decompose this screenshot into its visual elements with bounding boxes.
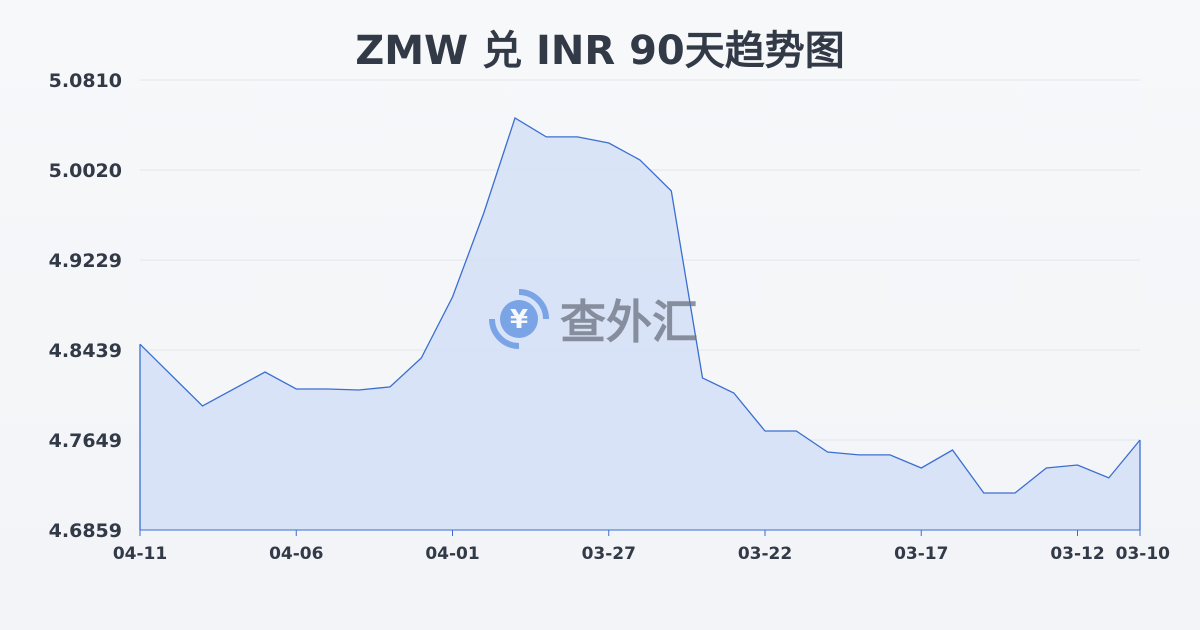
x-tick-label: 04-06 xyxy=(269,544,323,564)
chart-title: ZMW 兑 INR 90天趋势图 xyxy=(355,28,845,74)
x-tick-label: 03-12 xyxy=(1050,544,1104,564)
x-tick-label: 03-10 xyxy=(1116,544,1171,564)
y-tick-label: 4.8439 xyxy=(49,340,122,362)
y-tick-label: 4.6859 xyxy=(49,520,122,542)
watermark: ¥ 查外汇 xyxy=(488,286,698,352)
x-tick-label: 03-27 xyxy=(582,544,636,564)
x-tick-label: 04-11 xyxy=(113,544,167,564)
y-tick-label: 4.9229 xyxy=(49,250,122,272)
watermark-text: 查外汇 xyxy=(560,295,698,349)
y-tick-label: 5.0020 xyxy=(49,160,122,182)
y-tick-label: 5.0810 xyxy=(49,70,122,92)
y-tick-label: 4.7649 xyxy=(49,430,122,452)
yen-exchange-icon: ¥ xyxy=(489,289,549,349)
area-fill xyxy=(140,118,1140,530)
x-tick-label: 03-17 xyxy=(894,544,948,564)
series-line xyxy=(139,117,1141,494)
x-tick-label: 04-01 xyxy=(425,544,479,564)
x-tick-label: 03-22 xyxy=(738,544,792,564)
svg-text:¥: ¥ xyxy=(510,305,528,335)
